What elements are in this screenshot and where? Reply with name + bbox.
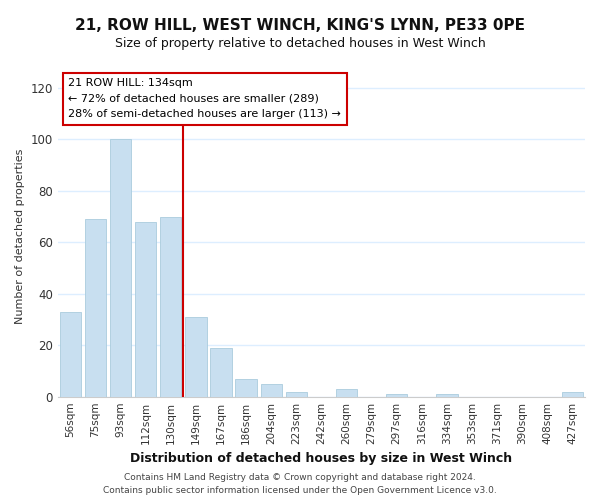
Text: 21 ROW HILL: 134sqm
← 72% of detached houses are smaller (289)
28% of semi-detac: 21 ROW HILL: 134sqm ← 72% of detached ho… [68,78,341,120]
Bar [110,140,131,396]
Text: 21, ROW HILL, WEST WINCH, KING'S LYNN, PE33 0PE: 21, ROW HILL, WEST WINCH, KING'S LYNN, P… [75,18,525,32]
Bar [59,312,81,396]
Y-axis label: Number of detached properties: Number of detached properties [15,148,25,324]
Bar [286,392,307,396]
Bar [436,394,458,396]
Bar [562,392,583,396]
Bar [386,394,407,396]
Bar [85,219,106,396]
X-axis label: Distribution of detached houses by size in West Winch: Distribution of detached houses by size … [130,452,512,465]
Bar [211,348,232,397]
Bar [185,317,206,396]
Bar [135,222,157,396]
Bar [260,384,282,396]
Text: Size of property relative to detached houses in West Winch: Size of property relative to detached ho… [115,38,485,51]
Text: Contains HM Land Registry data © Crown copyright and database right 2024.
Contai: Contains HM Land Registry data © Crown c… [103,474,497,495]
Bar [235,378,257,396]
Bar [160,216,181,396]
Bar [336,389,357,396]
